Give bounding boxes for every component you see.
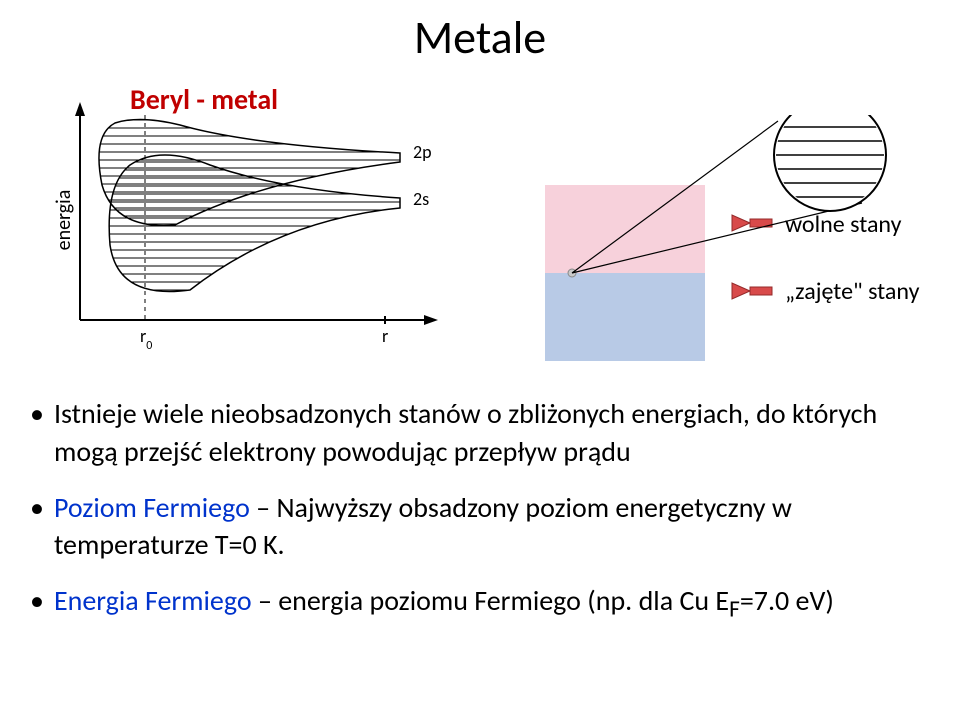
band-diagram-svg (500, 115, 920, 375)
bullet-dot-icon: • (30, 395, 44, 471)
legend-occupied: „zajęte" stany (785, 277, 919, 306)
bullet-1-text: Istnieje wiele nieobsadzonych stanów o z… (54, 395, 930, 471)
bullet-3-sub: F (729, 596, 740, 624)
arrow-occupied-icon (732, 283, 772, 299)
bullet-1: • Istnieje wiele nieobsadzonych stanów o… (30, 395, 930, 471)
legend-free: wolne stany (785, 210, 901, 239)
energy-vs-r-chart: energia 2p 2s r0 r (30, 90, 450, 350)
bullet-2-lead: Poziom Fermiego (54, 490, 250, 525)
bullet-3-rest-a: – energia poziomu Fermiego (np. dla Cu E (252, 583, 729, 618)
bullet-dot-icon: • (30, 489, 44, 565)
bullet-2-text: Poziom Fermiego – Najwyższy obsadzony po… (54, 489, 930, 565)
arrow-free-icon (732, 215, 772, 231)
band-label-2s: 2s (413, 188, 429, 210)
bullet-3-rest-b: =7.0 eV) (740, 583, 834, 618)
page-title: Metale (414, 10, 546, 66)
bullet-3: • Energia Fermiego – energia poziomu Fer… (30, 582, 930, 626)
chart-svg: energia 2p 2s r0 r (30, 90, 450, 350)
band-label-2p: 2p (413, 141, 432, 163)
bullet-dot-icon: • (30, 582, 44, 626)
band-diagram: wolne stany „zajęte" stany (500, 115, 920, 335)
y-axis-label: energia (52, 190, 76, 251)
xtick-r0: r0 (140, 325, 152, 350)
xtick-r: r (382, 325, 388, 347)
bullet-list: • Istnieje wiele nieobsadzonych stanów o… (30, 395, 930, 644)
bullet-3-lead: Energia Fermiego (54, 583, 252, 618)
bullet-2: • Poziom Fermiego – Najwyższy obsadzony … (30, 489, 930, 565)
slide-root: Metale Beryl - metal (0, 0, 960, 715)
bullet-3-text: Energia Fermiego – energia poziomu Fermi… (54, 582, 930, 626)
occupied-states-rect (545, 273, 705, 361)
